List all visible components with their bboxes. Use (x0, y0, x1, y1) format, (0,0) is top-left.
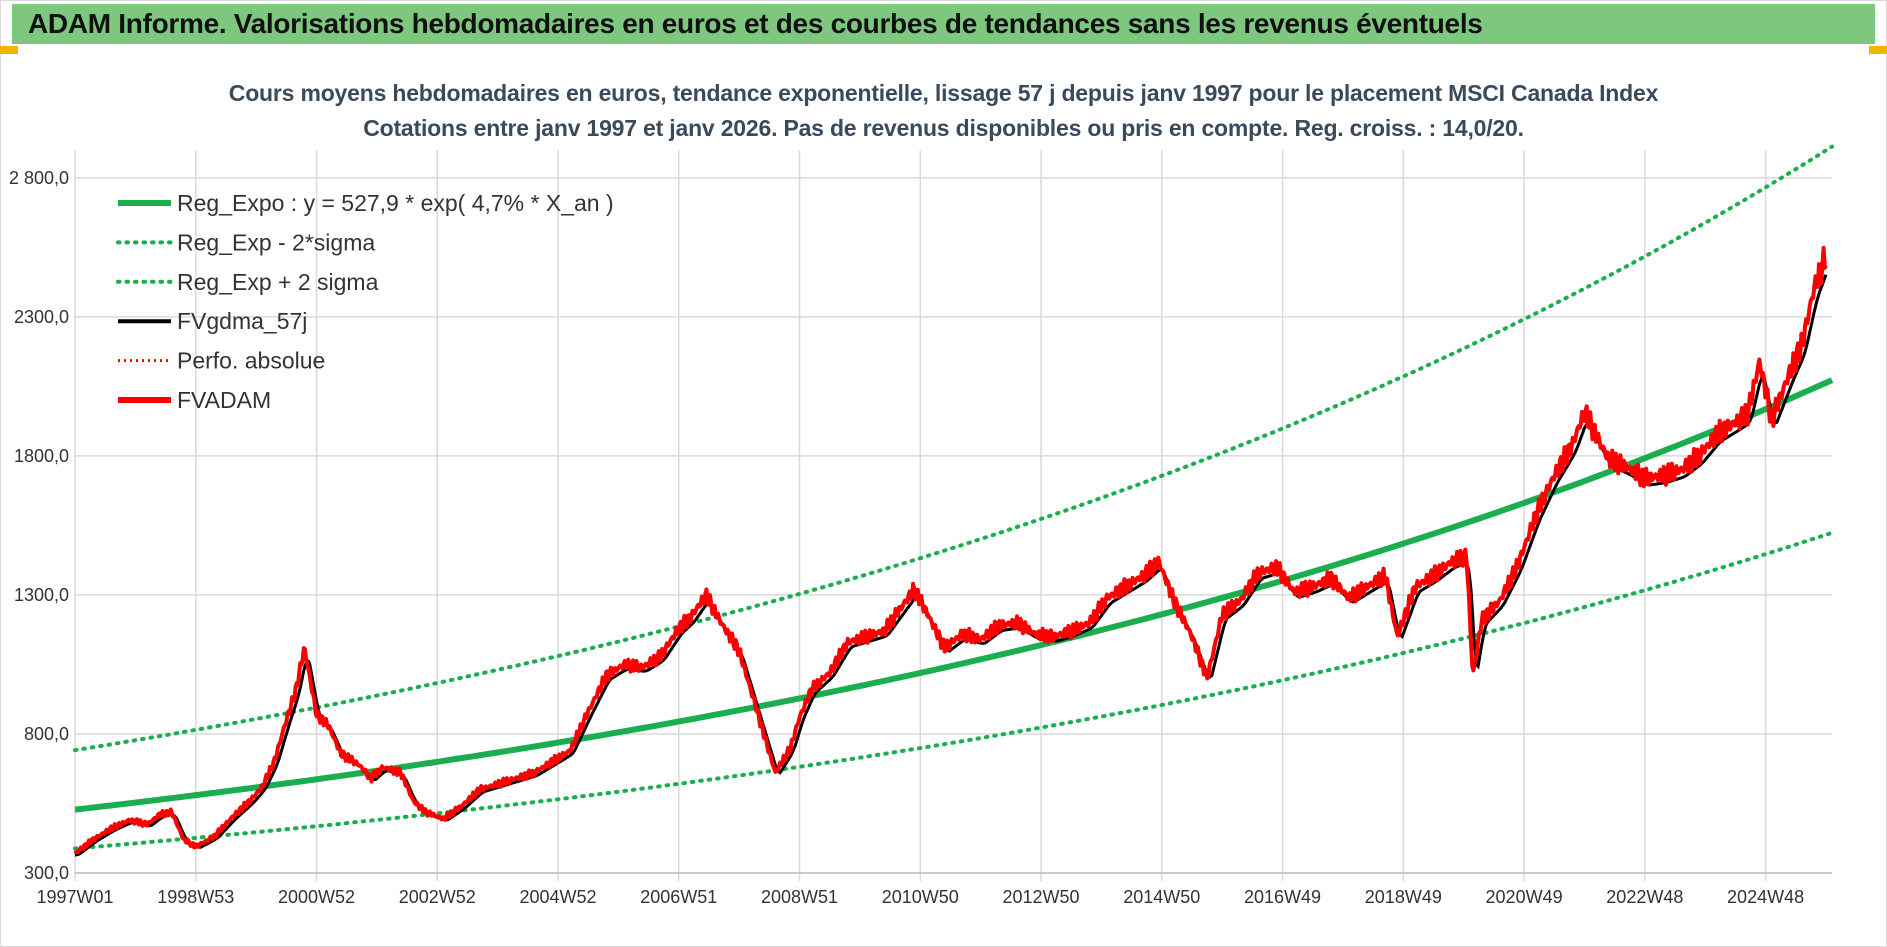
corner-mark-top-right (1869, 46, 1887, 54)
x-tick-label: 2006W51 (640, 887, 717, 907)
x-tick-label: 2002W52 (399, 887, 476, 907)
x-tick-label: 2010W50 (882, 887, 959, 907)
x-tick-label: 2022W48 (1606, 887, 1683, 907)
x-tick-label: 2004W52 (519, 887, 596, 907)
x-tick-label: 2014W50 (1123, 887, 1200, 907)
chart-title: Cours moyens hebdomadaires en euros, ten… (228, 80, 1659, 106)
y-tick-label: 800,0 (24, 724, 69, 744)
y-tick-label: 2 800,0 (9, 168, 69, 188)
y-tick-label: 2300,0 (14, 307, 69, 327)
y-tick-label: 1300,0 (14, 585, 69, 605)
legend-label: Reg_Exp - 2*sigma (177, 229, 375, 255)
series-fvgdma-57j (74, 274, 1828, 857)
legend-label: FVADAM (177, 387, 271, 413)
series-fvadam (73, 245, 1828, 855)
y-tick-label: 300,0 (24, 863, 69, 883)
header-bar: ADAM Informe. Valorisations hebdomadaire… (12, 4, 1875, 44)
x-tick-label: 2016W49 (1244, 887, 1321, 907)
header-title: ADAM Informe. Valorisations hebdomadaire… (28, 8, 1483, 39)
x-tick-label: 1997W01 (36, 887, 113, 907)
legend-label: Reg_Expo : y = 527,9 * exp( 4,7% * X_an … (177, 190, 614, 216)
legend-label: Reg_Exp + 2 sigma (177, 269, 379, 295)
x-tick-label: 2008W51 (761, 887, 838, 907)
y-tick-label: 1800,0 (14, 446, 69, 466)
series-perfo-absolue (74, 247, 1827, 854)
x-tick-label: 2018W49 (1365, 887, 1442, 907)
x-tick-label: 2020W49 (1486, 887, 1563, 907)
x-tick-label: 2012W50 (1003, 887, 1080, 907)
x-tick-label: 2000W52 (278, 887, 355, 907)
legend-label: FVgdma_57j (177, 308, 307, 334)
series-reg-exp-minus-2sigma (73, 530, 1834, 851)
chart-subtitle: Cotations entre janv 1997 et janv 2026. … (363, 115, 1524, 141)
series-reg-exp-plus-2sigma (73, 144, 1834, 753)
corner-mark-top-left (0, 46, 18, 54)
x-tick-label: 2024W48 (1727, 887, 1804, 907)
x-tick-label: 1998W53 (157, 887, 234, 907)
legend-label: Perfo. absolue (177, 348, 325, 374)
